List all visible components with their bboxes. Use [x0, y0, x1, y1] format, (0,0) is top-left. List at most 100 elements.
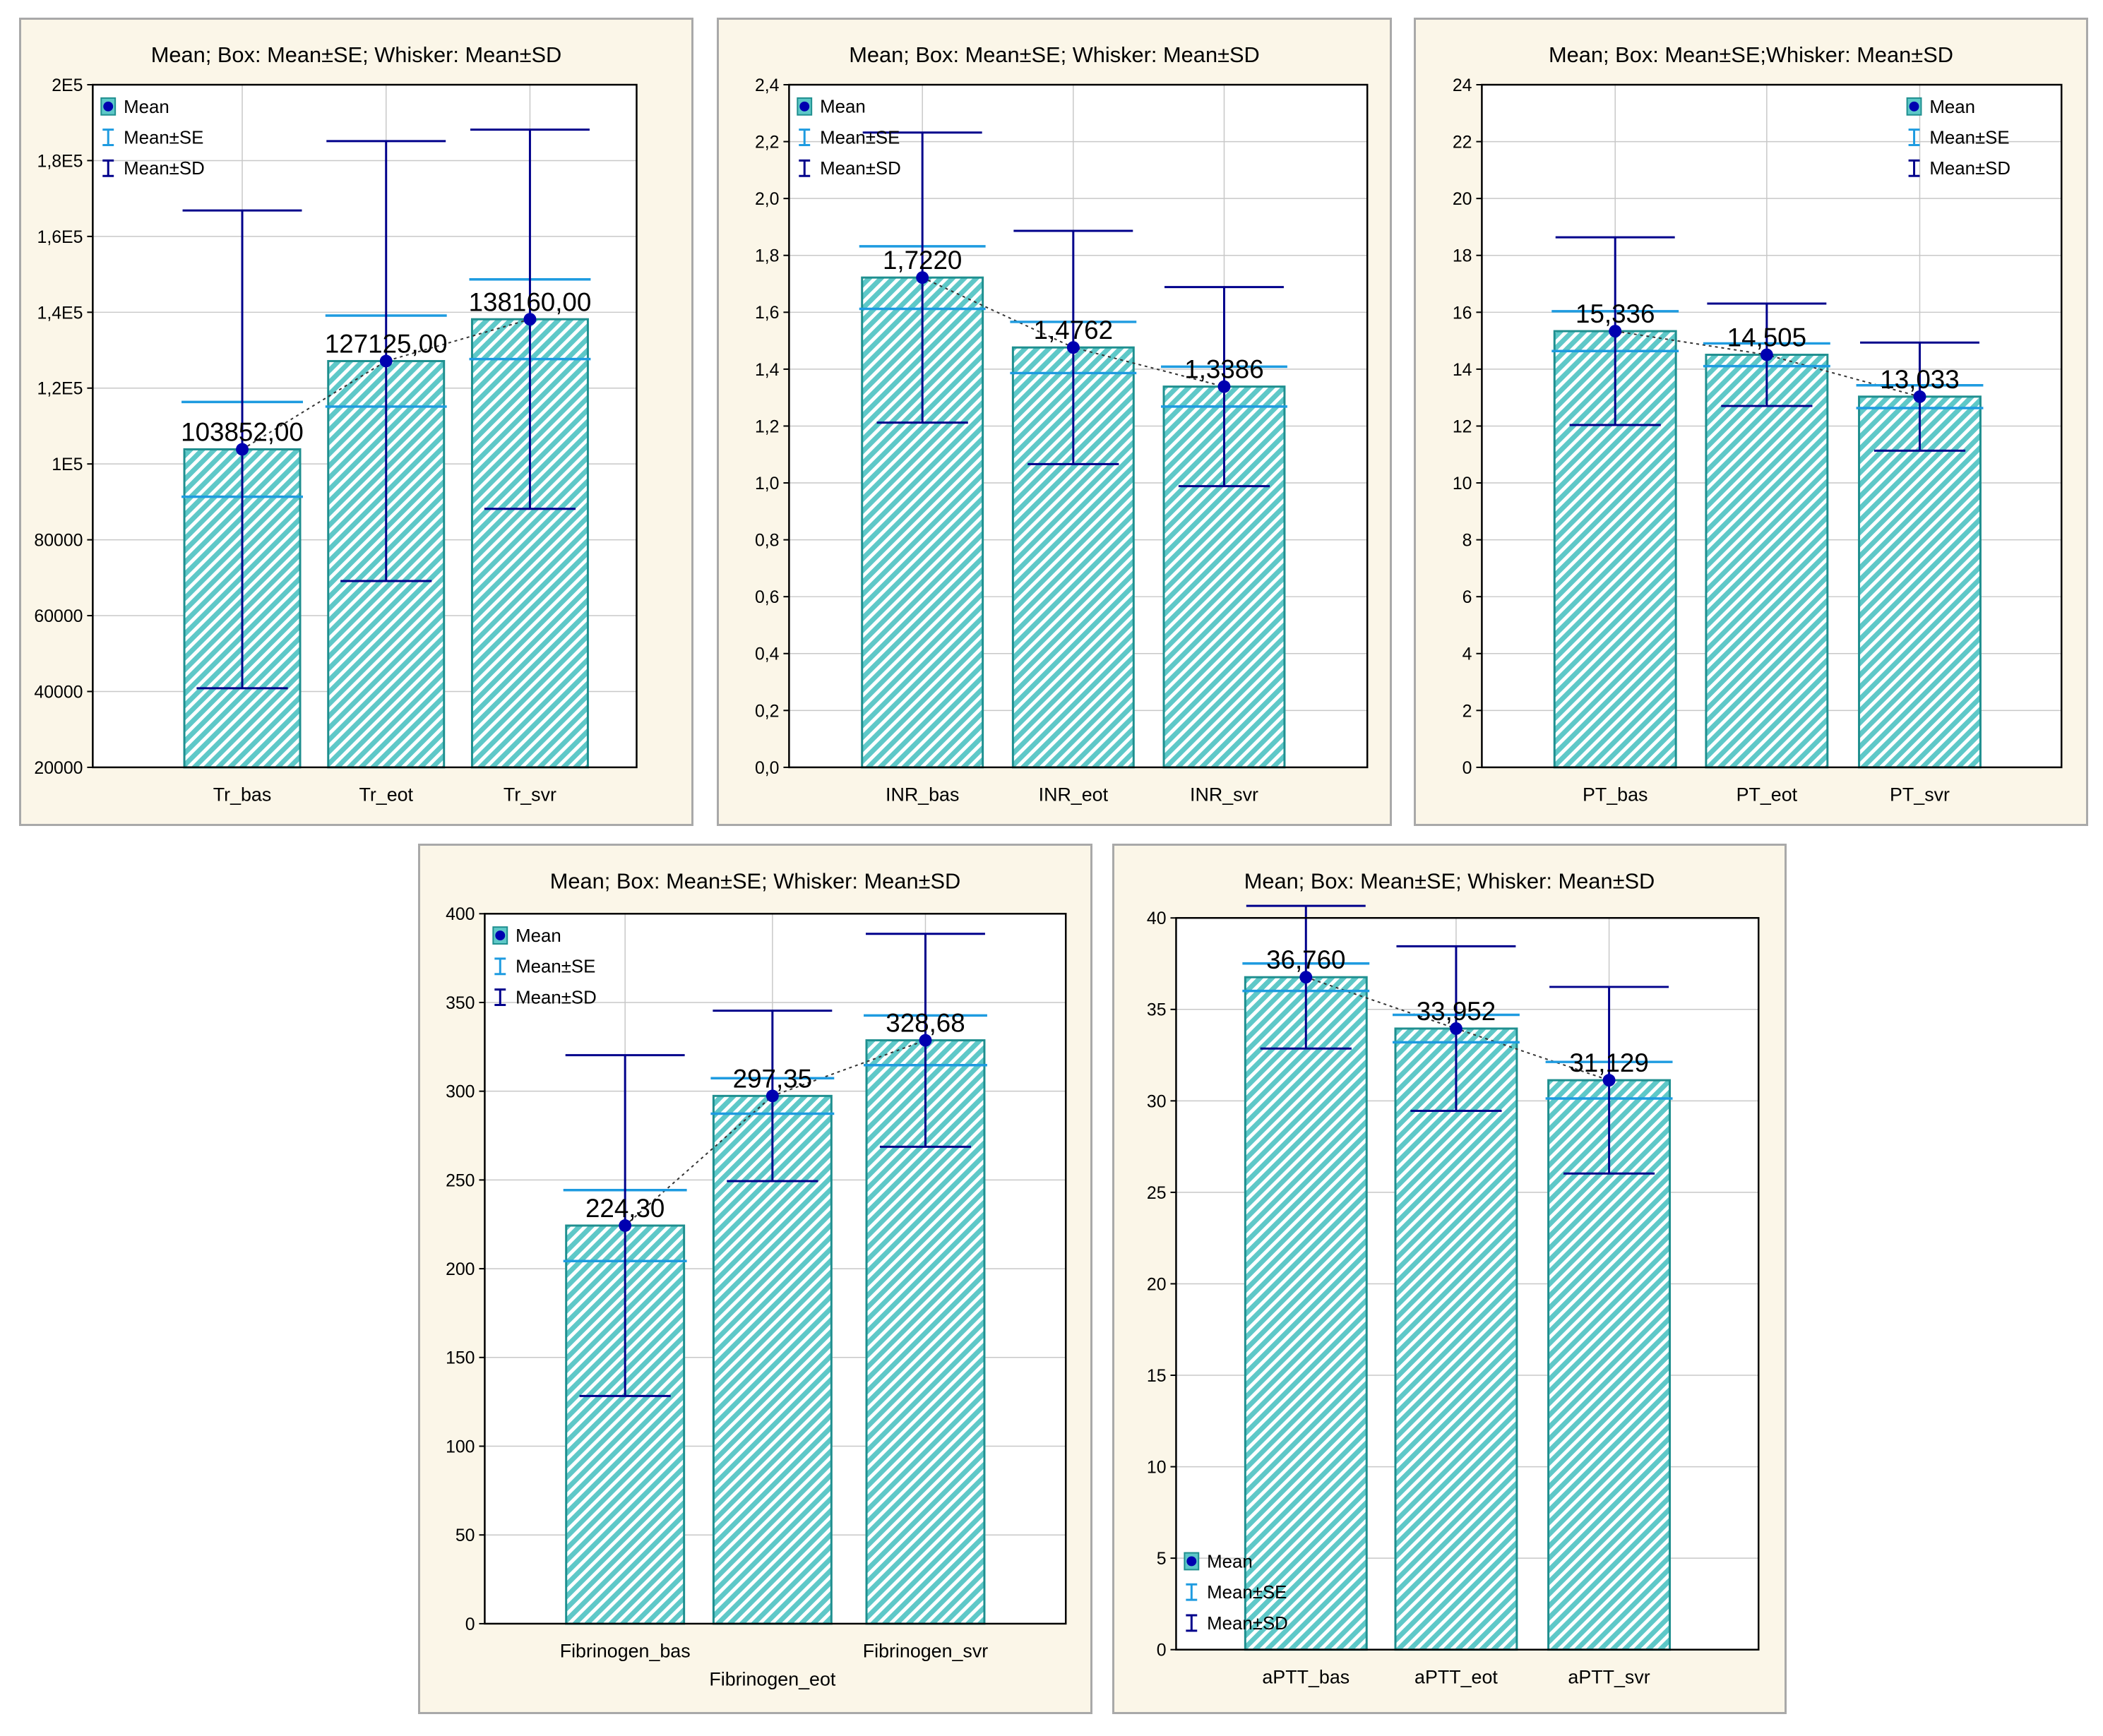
x-category-label: PT_eot: [1736, 784, 1798, 806]
mean-point: [1066, 341, 1080, 354]
y-tick-label: 16: [1453, 304, 1472, 323]
y-tick-label: 0,6: [755, 588, 780, 607]
mean-point: [919, 1034, 932, 1047]
value-label: 36,760: [1266, 945, 1345, 974]
legend-se-label: Mean±SE: [820, 128, 900, 148]
value-label: 103852,00: [181, 418, 304, 447]
legend-se-label: Mean±SE: [1207, 1583, 1287, 1603]
y-tick-label: 18: [1453, 247, 1472, 266]
chart-title: Mean; Box: Mean±SE; Whisker: Mean±SD: [849, 42, 1260, 67]
value-label: 224,30: [585, 1194, 665, 1223]
legend-sd-label: Mean±SD: [820, 159, 901, 179]
x-category-label: Fibrinogen_svr: [863, 1641, 989, 1662]
value-label: 33,952: [1417, 997, 1496, 1026]
chart-fibrinogen: Mean; Box: Mean±SE; Whisker: Mean±SD 0 50 1…: [446, 868, 1067, 1689]
bar-aPTT_bas: [1244, 976, 1368, 1651]
legend-mean-label: Mean: [1929, 97, 1975, 117]
legend-mean-label: Mean: [820, 97, 866, 117]
value-label: 1,3386: [1184, 355, 1263, 384]
y-tick-label: 2,0: [755, 190, 780, 209]
y-tick-label: 1,4E5: [37, 304, 83, 323]
mean-point: [1760, 348, 1773, 361]
mean-point: [1913, 390, 1926, 403]
x-category-label: Fibrinogen_bas: [560, 1641, 691, 1662]
mean-point: [916, 271, 929, 285]
legend-mean-label: Mean: [1207, 1552, 1253, 1572]
mean-point: [523, 313, 537, 326]
legend-sd-label: Mean±SD: [124, 159, 205, 179]
y-tick-label: 20: [1147, 1275, 1167, 1294]
chart-panel-fibrinogen: Mean; Box: Mean±SE; Whisker: Mean±SD 0 50 1…: [418, 844, 1092, 1714]
value-label: 127125,00: [325, 330, 448, 359]
y-tick-label: 40000: [34, 683, 83, 702]
y-tick-label: 35: [1147, 1001, 1167, 1020]
y-tick-label: 5: [1157, 1550, 1167, 1569]
y-tick-label: 30: [1147, 1092, 1167, 1111]
mean-point: [619, 1219, 632, 1232]
x-category-label: Fibrinogen_eot: [709, 1668, 836, 1689]
chart-title: Mean; Box: Mean±SE; Whisker: Mean±SD: [1244, 868, 1655, 893]
y-tick-label: 300: [446, 1083, 475, 1102]
y-tick-label: 1,4: [755, 361, 780, 380]
y-tick-label: 50: [455, 1526, 475, 1545]
value-label: 15,336: [1575, 299, 1655, 328]
x-category-label: Tr_eot: [359, 784, 413, 806]
legend-mean-icon: [799, 101, 810, 112]
y-tick-label: 1,0: [755, 474, 780, 493]
bar-PT_eot: [1705, 354, 1829, 769]
mean-point: [1449, 1022, 1462, 1035]
chart-title: Mean; Box: Mean±SE;Whisker: Mean±SD: [1549, 42, 1953, 67]
chart-tr: Mean; Box: Mean±SE; Whisker: Mean±SD 2000…: [34, 42, 638, 806]
mean-point: [379, 354, 393, 368]
x-category-label: PT_bas: [1583, 784, 1648, 806]
y-tick-label: 4: [1462, 645, 1472, 664]
mean-point: [1609, 325, 1622, 338]
x-category-label: aPTT_eot: [1414, 1666, 1498, 1687]
y-tick-label: 40: [1147, 909, 1167, 928]
value-label: 1,7220: [883, 246, 962, 275]
x-category-label: PT_svr: [1890, 784, 1950, 806]
mean-point: [1299, 971, 1313, 984]
bar-Fibrinogen_eot: [712, 1094, 833, 1625]
legend-mean-label: Mean: [516, 926, 561, 946]
y-tick-label: 0,8: [755, 532, 780, 551]
y-tick-label: 2: [1462, 702, 1472, 721]
y-tick-label: 0,0: [755, 759, 780, 778]
y-tick-label: 2,4: [755, 76, 780, 95]
plot-frame: [788, 83, 1369, 769]
mean-point: [1217, 380, 1231, 393]
y-tick-label: 1,6: [755, 304, 780, 323]
plot-frame: [1175, 916, 1760, 1651]
plot-frame: [92, 83, 638, 769]
y-tick-label: 1,6E5: [37, 228, 83, 247]
chart-pt: Mean; Box: Mean±SE;Whisker: Mean±SD02468…: [1453, 42, 2063, 806]
y-tick-label: 12: [1453, 417, 1472, 436]
value-label: 1,4762: [1034, 316, 1113, 345]
y-tick-label: 0,2: [755, 702, 780, 721]
chart-title: Mean; Box: Mean±SE; Whisker: Mean±SD: [550, 868, 961, 893]
y-tick-label: 1,8: [755, 247, 780, 266]
y-tick-label: 1,2: [755, 417, 780, 436]
x-category-label: INR_eot: [1039, 784, 1109, 806]
y-tick-label: 2E5: [52, 76, 83, 95]
y-tick-label: 60000: [34, 607, 83, 626]
legend-sd-label: Mean±SD: [1929, 159, 2010, 179]
chart-panel-tr: Mean; Box: Mean±SE; Whisker: Mean±SD 2000…: [19, 18, 693, 826]
legend-se-label: Mean±SE: [1929, 128, 2009, 148]
value-label: 13,033: [1880, 365, 1959, 394]
plot-frame: [1481, 83, 2063, 769]
mean-point: [765, 1089, 779, 1103]
x-category-label: Tr_bas: [213, 784, 272, 806]
y-tick-label: 1,8E5: [37, 152, 83, 171]
y-tick-label: 100: [446, 1437, 475, 1456]
y-tick-label: 0: [1462, 759, 1472, 778]
legend-mean-label: Mean: [124, 97, 169, 117]
y-tick-label: 10: [1453, 474, 1472, 493]
y-tick-label: 0: [1157, 1641, 1167, 1660]
legend-sd-label: Mean±SD: [516, 988, 597, 1007]
y-tick-label: 0: [465, 1615, 475, 1634]
x-category-label: aPTT_svr: [1568, 1666, 1650, 1687]
value-label: 297,35: [733, 1064, 812, 1093]
legend-mean-icon: [1186, 1556, 1197, 1567]
y-tick-label: 14: [1453, 361, 1472, 380]
